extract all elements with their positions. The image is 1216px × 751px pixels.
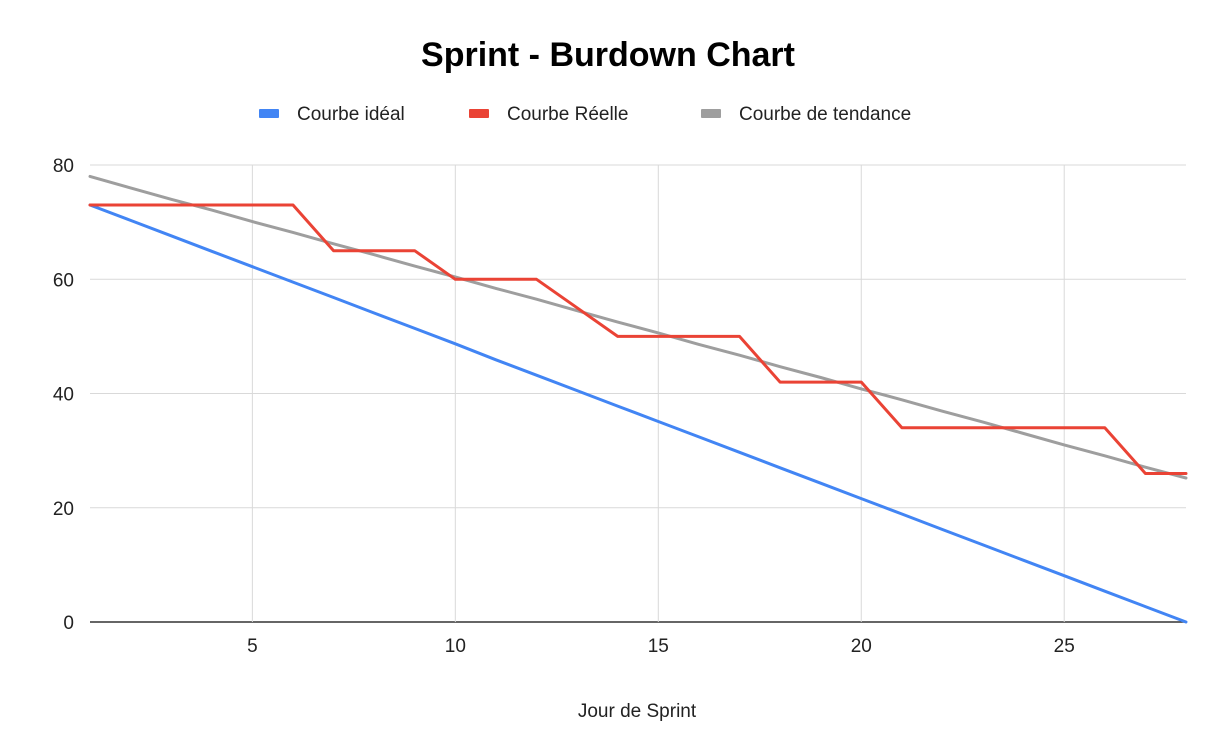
y-tick-label: 60 [53,270,74,291]
y-tick-label: 0 [63,613,74,634]
x-tick-label: 25 [1054,636,1075,657]
tick-labels: 0 20 40 60 80 5 10 15 20 25 [53,156,1075,657]
legend-swatch-courbe-ideal [259,109,279,118]
legend-swatch-courbe-reelle [469,109,489,118]
legend: Courbe idéal Courbe Réelle Courbe de tenda… [259,104,911,125]
legend-label-courbe-ideal: Courbe idéal [297,104,405,125]
legend-swatch-courbe-de-tendance [701,109,721,118]
x-tick-label: 15 [648,636,669,657]
y-tick-label: 40 [53,385,74,406]
x-tick-label: 5 [247,636,258,657]
legend-label-courbe-reelle: Courbe Réelle [507,104,628,125]
series-line-courbe-reelle [88,203,1188,475]
x-tick-label: 20 [851,636,872,657]
gridlines [90,164,1186,623]
y-tick-label: 20 [53,499,74,520]
x-tick-label: 10 [445,636,466,657]
legend-label-courbe-de-tendance: Courbe de tendance [739,104,911,125]
y-tick-label: 80 [53,156,74,177]
series-line-courbe-de-tendance [88,174,1188,480]
series-line-courbe-ideal [88,203,1188,624]
x-axis-label: Jour de Sprint [578,701,697,722]
series-layer [88,174,1188,624]
chart-title: Sprint - Burdown Chart [421,36,795,74]
